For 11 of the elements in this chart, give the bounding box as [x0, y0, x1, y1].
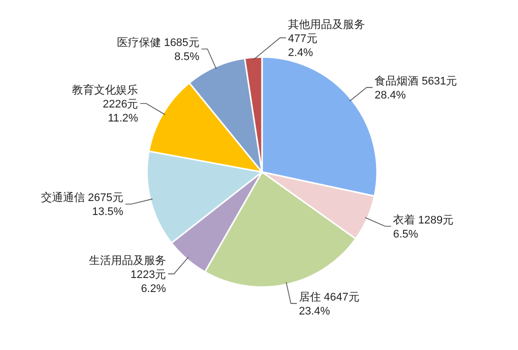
data-label: 477元 2.4% — [288, 32, 318, 59]
slice-label: 居住 4647元 23.4% — [298, 291, 360, 318]
slice-label: 医疗保健 1685元 8.5% — [116, 36, 200, 64]
slice-label: 衣着 1289元 6.5% — [393, 213, 454, 240]
slice-label: 生活用品及服务 — [89, 254, 166, 267]
slice-label: 其他用品及服务 — [288, 18, 365, 31]
data-label: 2226元 11.2% — [102, 98, 138, 124]
data-label: 1223元 6.2% — [130, 268, 166, 295]
slice-label: 食品烟酒 5631元 28.4% — [374, 74, 458, 102]
slice-label: 教育文化娱乐 — [72, 83, 138, 96]
slice-label: 交通通信 2675元 13.5% — [40, 191, 124, 218]
